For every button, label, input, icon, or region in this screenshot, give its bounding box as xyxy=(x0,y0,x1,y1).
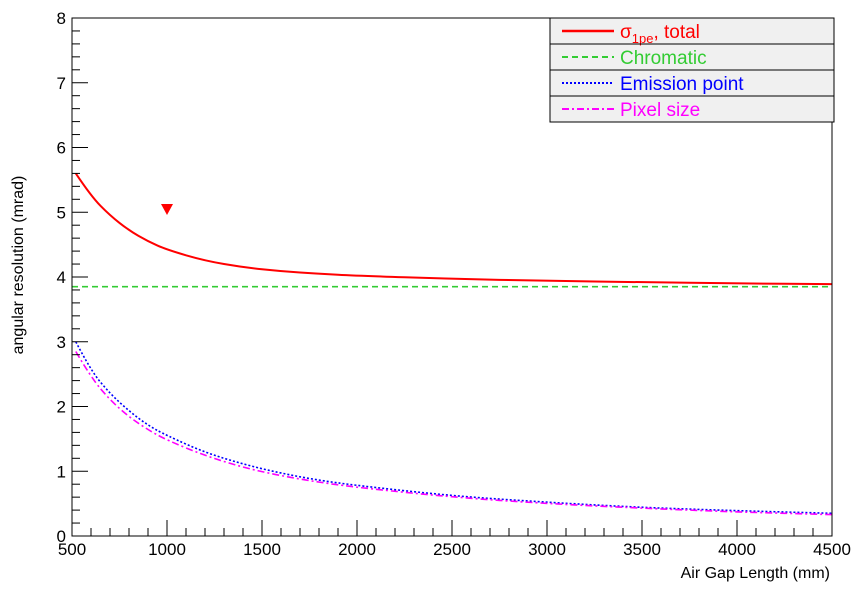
x-tick-label-2000: 2000 xyxy=(338,540,376,559)
legend-label-4: Pixel size xyxy=(620,100,700,121)
y-tick-label-1: 1 xyxy=(57,462,66,481)
y-tick-label-5: 5 xyxy=(57,203,66,222)
y-tick-label-0: 0 xyxy=(57,527,66,546)
ticks-layer xyxy=(71,17,833,537)
labels-layer: 500 1000 1500 2000 2500 3000 3500 4000 4500 0 1 2 3 4… xyxy=(57,9,851,559)
x-axis-title: Air Gap Length (mm) xyxy=(681,565,830,582)
x-tick-label-1500: 1500 xyxy=(243,540,281,559)
y-axis-title: angular resolution (mrad) xyxy=(10,176,27,355)
x-tick-label-3000: 3000 xyxy=(528,540,566,559)
series-layer xyxy=(72,172,833,516)
x-tick-label-4000: 4000 xyxy=(718,540,756,559)
y-tick-label-7: 7 xyxy=(57,74,66,93)
y-tick-label-3: 3 xyxy=(57,333,66,352)
data-marker-1 xyxy=(161,204,173,216)
x-tick-label-2500: 2500 xyxy=(433,540,471,559)
y-tick-label-2: 2 xyxy=(57,398,66,417)
y-tick-label-6: 6 xyxy=(57,139,66,158)
series-line-1 xyxy=(74,172,833,286)
x-tick-label-500: 500 xyxy=(58,540,86,559)
x-tick-label-4500: 4500 xyxy=(813,540,851,559)
legend-label-2: Chromatic xyxy=(620,48,707,69)
x-tick-label-3500: 3500 xyxy=(623,540,661,559)
legend-label-1: σ1pe, total xyxy=(620,22,700,46)
y-tick-label-4: 4 xyxy=(57,268,66,287)
x-tick-label-1000: 1000 xyxy=(148,540,186,559)
legend-label-3: Emission point xyxy=(620,74,744,95)
series-line-3 xyxy=(75,341,833,515)
y-tick-label-8: 8 xyxy=(57,9,66,28)
